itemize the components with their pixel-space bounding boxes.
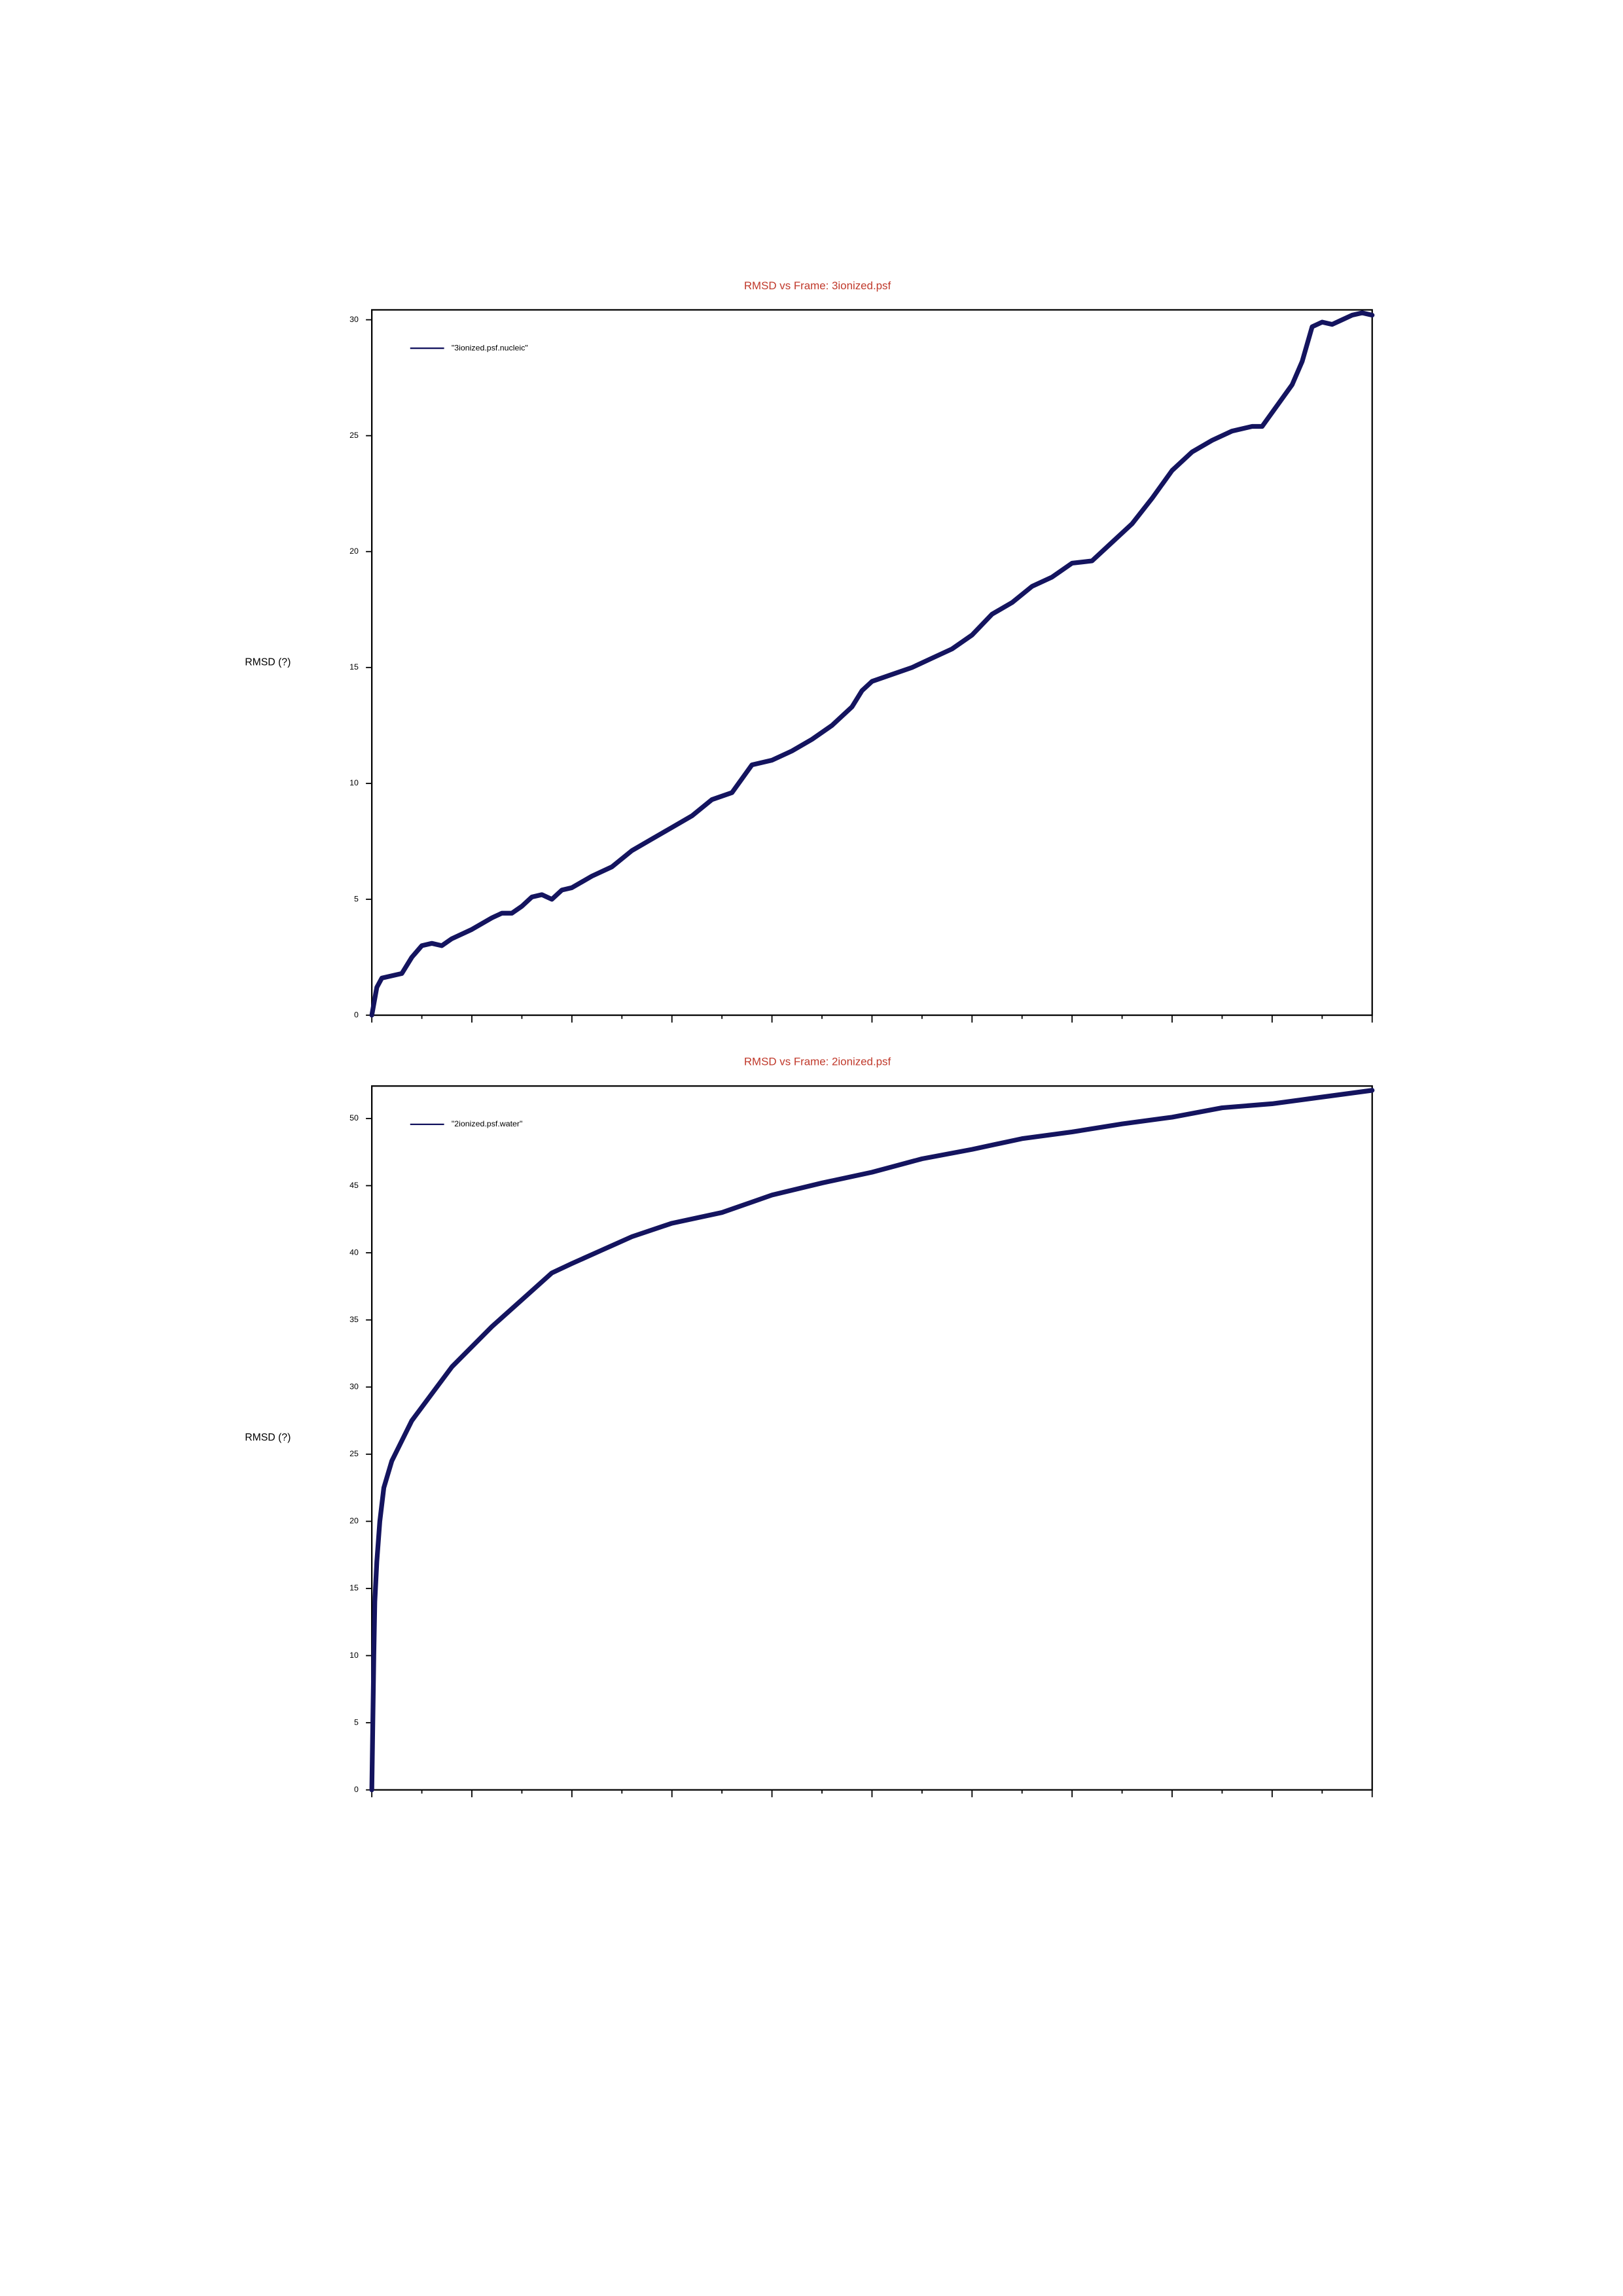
y-tick-label: 40 — [349, 1247, 359, 1257]
legend-label: "2ionized.psf.water" — [452, 1119, 523, 1128]
y-tick-label: 15 — [349, 1583, 359, 1592]
y-tick-label: 30 — [349, 1382, 359, 1391]
y-tick-label: 15 — [349, 662, 359, 672]
y-tick-label: 10 — [349, 778, 359, 787]
y-tick-label: 45 — [349, 1181, 359, 1190]
legend-label: "3ionized.psf.nucleic" — [452, 343, 528, 352]
y-tick-label: 10 — [349, 1651, 359, 1660]
y-axis-label: RMSD (?) — [245, 1432, 291, 1443]
plot-frame — [371, 1085, 1373, 1791]
y-tick-label: 0 — [354, 1010, 359, 1019]
y-tick-label: 30 — [349, 315, 359, 324]
chart-title: RMSD vs Frame: 3ionized.psf — [744, 279, 891, 292]
y-tick-label: 25 — [349, 1449, 359, 1458]
y-tick-label: 50 — [349, 1113, 359, 1122]
y-axis-label: RMSD (?) — [245, 656, 291, 668]
plot-frame — [371, 309, 1373, 1016]
y-tick-label: 5 — [354, 1717, 359, 1727]
y-tick-label: 5 — [354, 894, 359, 903]
data-line — [369, 1088, 1375, 1793]
y-tick-label: 20 — [349, 1516, 359, 1526]
y-tick-label: 35 — [349, 1315, 359, 1324]
data-line — [369, 310, 1375, 1018]
y-tick-label: 25 — [349, 431, 359, 440]
y-tick-label: 20 — [349, 547, 359, 556]
y-tick-label: 0 — [354, 1785, 359, 1794]
chart-title: RMSD vs Frame: 2ionized.psf — [744, 1056, 891, 1068]
